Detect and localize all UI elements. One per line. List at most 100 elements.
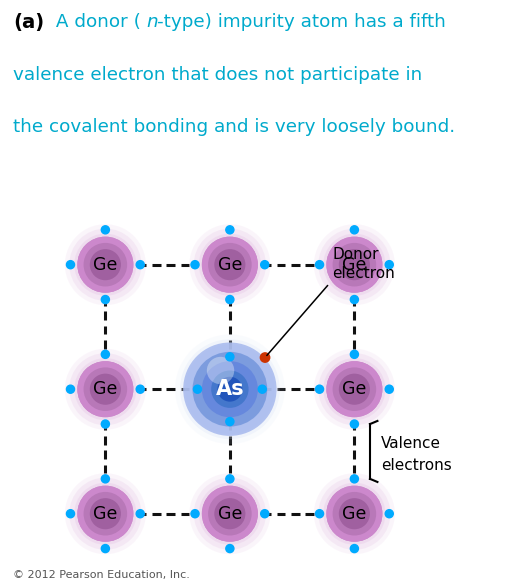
Circle shape	[226, 226, 234, 234]
Circle shape	[77, 237, 134, 293]
Circle shape	[189, 224, 270, 305]
Circle shape	[323, 234, 386, 296]
Circle shape	[385, 510, 393, 518]
Text: the covalent bonding and is very loosely bound.: the covalent bonding and is very loosely…	[13, 119, 455, 136]
Circle shape	[326, 485, 383, 542]
Circle shape	[318, 353, 390, 426]
Circle shape	[193, 352, 267, 427]
Circle shape	[339, 249, 370, 280]
Circle shape	[194, 228, 266, 301]
Circle shape	[226, 353, 234, 361]
Circle shape	[69, 353, 141, 426]
Circle shape	[69, 478, 141, 550]
Circle shape	[315, 261, 324, 269]
Text: Ge: Ge	[93, 380, 117, 398]
Circle shape	[66, 385, 75, 393]
Text: As: As	[216, 379, 244, 399]
Circle shape	[260, 510, 269, 518]
Circle shape	[350, 295, 359, 303]
Circle shape	[77, 485, 134, 542]
Circle shape	[175, 335, 284, 444]
Circle shape	[315, 385, 324, 393]
Circle shape	[84, 367, 127, 411]
Circle shape	[189, 473, 270, 554]
Circle shape	[202, 237, 258, 293]
Circle shape	[207, 357, 234, 384]
Circle shape	[333, 367, 376, 411]
Circle shape	[183, 342, 277, 436]
Text: A donor (: A donor (	[50, 13, 140, 31]
Circle shape	[350, 350, 359, 359]
Circle shape	[314, 349, 395, 430]
Circle shape	[323, 358, 386, 420]
Circle shape	[101, 545, 110, 552]
Circle shape	[191, 510, 199, 518]
Text: Ge: Ge	[218, 256, 242, 274]
Circle shape	[90, 374, 121, 405]
Circle shape	[326, 237, 383, 293]
Text: (a): (a)	[13, 13, 44, 32]
Circle shape	[226, 475, 234, 483]
Circle shape	[77, 361, 134, 417]
Circle shape	[101, 295, 110, 303]
Circle shape	[194, 385, 201, 393]
Circle shape	[385, 385, 393, 393]
Circle shape	[101, 350, 110, 359]
Circle shape	[260, 353, 270, 362]
Circle shape	[194, 478, 266, 550]
Text: Ge: Ge	[342, 380, 366, 398]
Circle shape	[339, 374, 370, 405]
Circle shape	[385, 261, 393, 269]
Circle shape	[74, 358, 136, 420]
Circle shape	[74, 483, 136, 545]
Circle shape	[202, 361, 258, 417]
Circle shape	[202, 485, 258, 542]
Circle shape	[215, 498, 245, 529]
Circle shape	[65, 224, 146, 305]
Circle shape	[333, 243, 376, 286]
Circle shape	[202, 237, 258, 293]
Circle shape	[65, 473, 146, 554]
Text: Ge: Ge	[342, 256, 366, 274]
Circle shape	[323, 483, 386, 545]
Text: Ge: Ge	[93, 505, 117, 522]
Circle shape	[315, 510, 324, 518]
Circle shape	[350, 226, 359, 234]
Text: electrons: electrons	[381, 458, 452, 473]
Text: Valence: Valence	[381, 437, 441, 451]
Circle shape	[350, 475, 359, 483]
Circle shape	[215, 249, 245, 280]
Circle shape	[226, 417, 234, 426]
Circle shape	[314, 473, 395, 554]
Circle shape	[77, 485, 134, 542]
Circle shape	[202, 485, 258, 542]
Circle shape	[101, 420, 110, 428]
Text: © 2012 Pearson Education, Inc.: © 2012 Pearson Education, Inc.	[13, 570, 190, 580]
Circle shape	[66, 261, 75, 269]
Circle shape	[260, 261, 269, 269]
Circle shape	[74, 234, 136, 296]
Text: valence electron that does not participate in: valence electron that does not participa…	[13, 66, 422, 84]
Circle shape	[77, 361, 134, 417]
Circle shape	[69, 228, 141, 301]
Text: -type) impurity atom has a fifth: -type) impurity atom has a fifth	[157, 13, 445, 31]
Circle shape	[101, 226, 110, 234]
Circle shape	[84, 243, 127, 286]
Circle shape	[314, 224, 395, 305]
Circle shape	[84, 492, 127, 535]
Circle shape	[199, 234, 261, 296]
Circle shape	[185, 345, 275, 434]
Circle shape	[339, 498, 370, 529]
Circle shape	[191, 261, 199, 269]
Circle shape	[318, 228, 390, 301]
Circle shape	[226, 295, 234, 303]
Circle shape	[333, 492, 376, 535]
Circle shape	[326, 237, 383, 293]
Circle shape	[350, 545, 359, 552]
Circle shape	[218, 377, 242, 402]
Text: Donor: Donor	[333, 247, 379, 262]
Circle shape	[77, 237, 134, 293]
Circle shape	[65, 349, 146, 430]
Circle shape	[66, 510, 75, 518]
Circle shape	[208, 243, 252, 286]
